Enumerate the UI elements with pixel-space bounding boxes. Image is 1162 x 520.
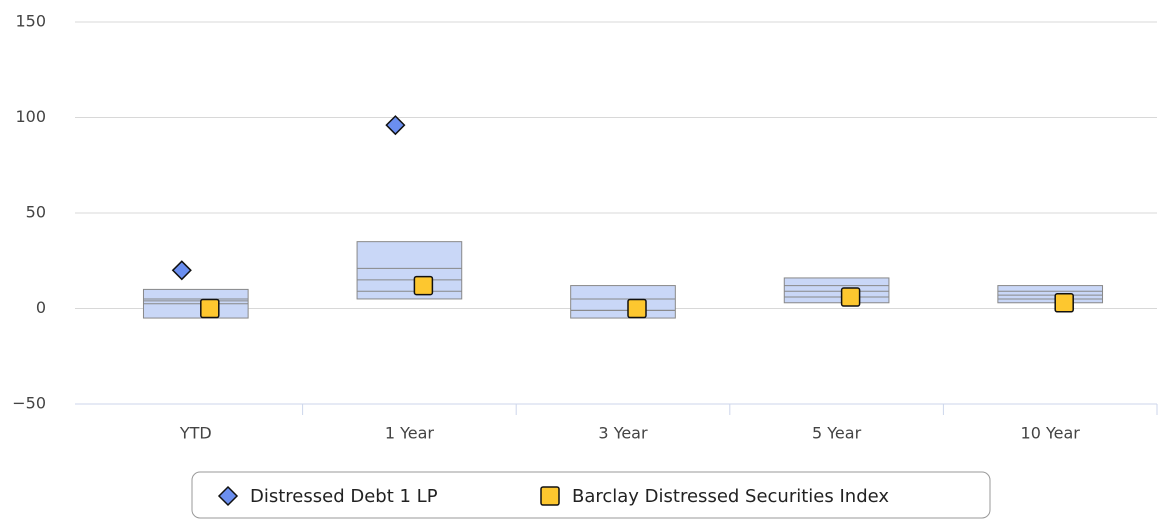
legend-marker	[217, 485, 239, 507]
square-marker	[200, 298, 220, 319]
x-tick-label: 3 Year	[598, 424, 648, 443]
y-tick-label: 50	[26, 203, 46, 222]
square-marker	[413, 275, 434, 296]
x-tick-label: YTD	[179, 424, 212, 443]
square-marker	[1054, 293, 1074, 313]
legend-label: Barclay Distressed Securities Index	[572, 486, 889, 507]
y-tick-label: 150	[15, 12, 46, 31]
square-marker	[840, 287, 861, 307]
y-tick-label: −50	[12, 394, 46, 413]
legend-label: Distressed Debt 1 LP	[250, 486, 438, 507]
range-box	[570, 285, 676, 319]
range-box	[783, 277, 890, 304]
range-box	[356, 241, 463, 300]
range-box	[997, 285, 1104, 304]
legend-box	[191, 471, 991, 519]
diamond-marker	[385, 115, 406, 136]
x-tick-label: 10 Year	[1021, 424, 1081, 443]
square-marker	[627, 298, 647, 319]
x-tick-label: 5 Year	[812, 424, 862, 443]
y-tick-label: 0	[36, 298, 46, 317]
diamond-marker	[171, 260, 192, 281]
legend-marker	[540, 486, 560, 506]
x-tick-label: 1 Year	[385, 424, 435, 443]
y-tick-label: 100	[15, 107, 46, 126]
